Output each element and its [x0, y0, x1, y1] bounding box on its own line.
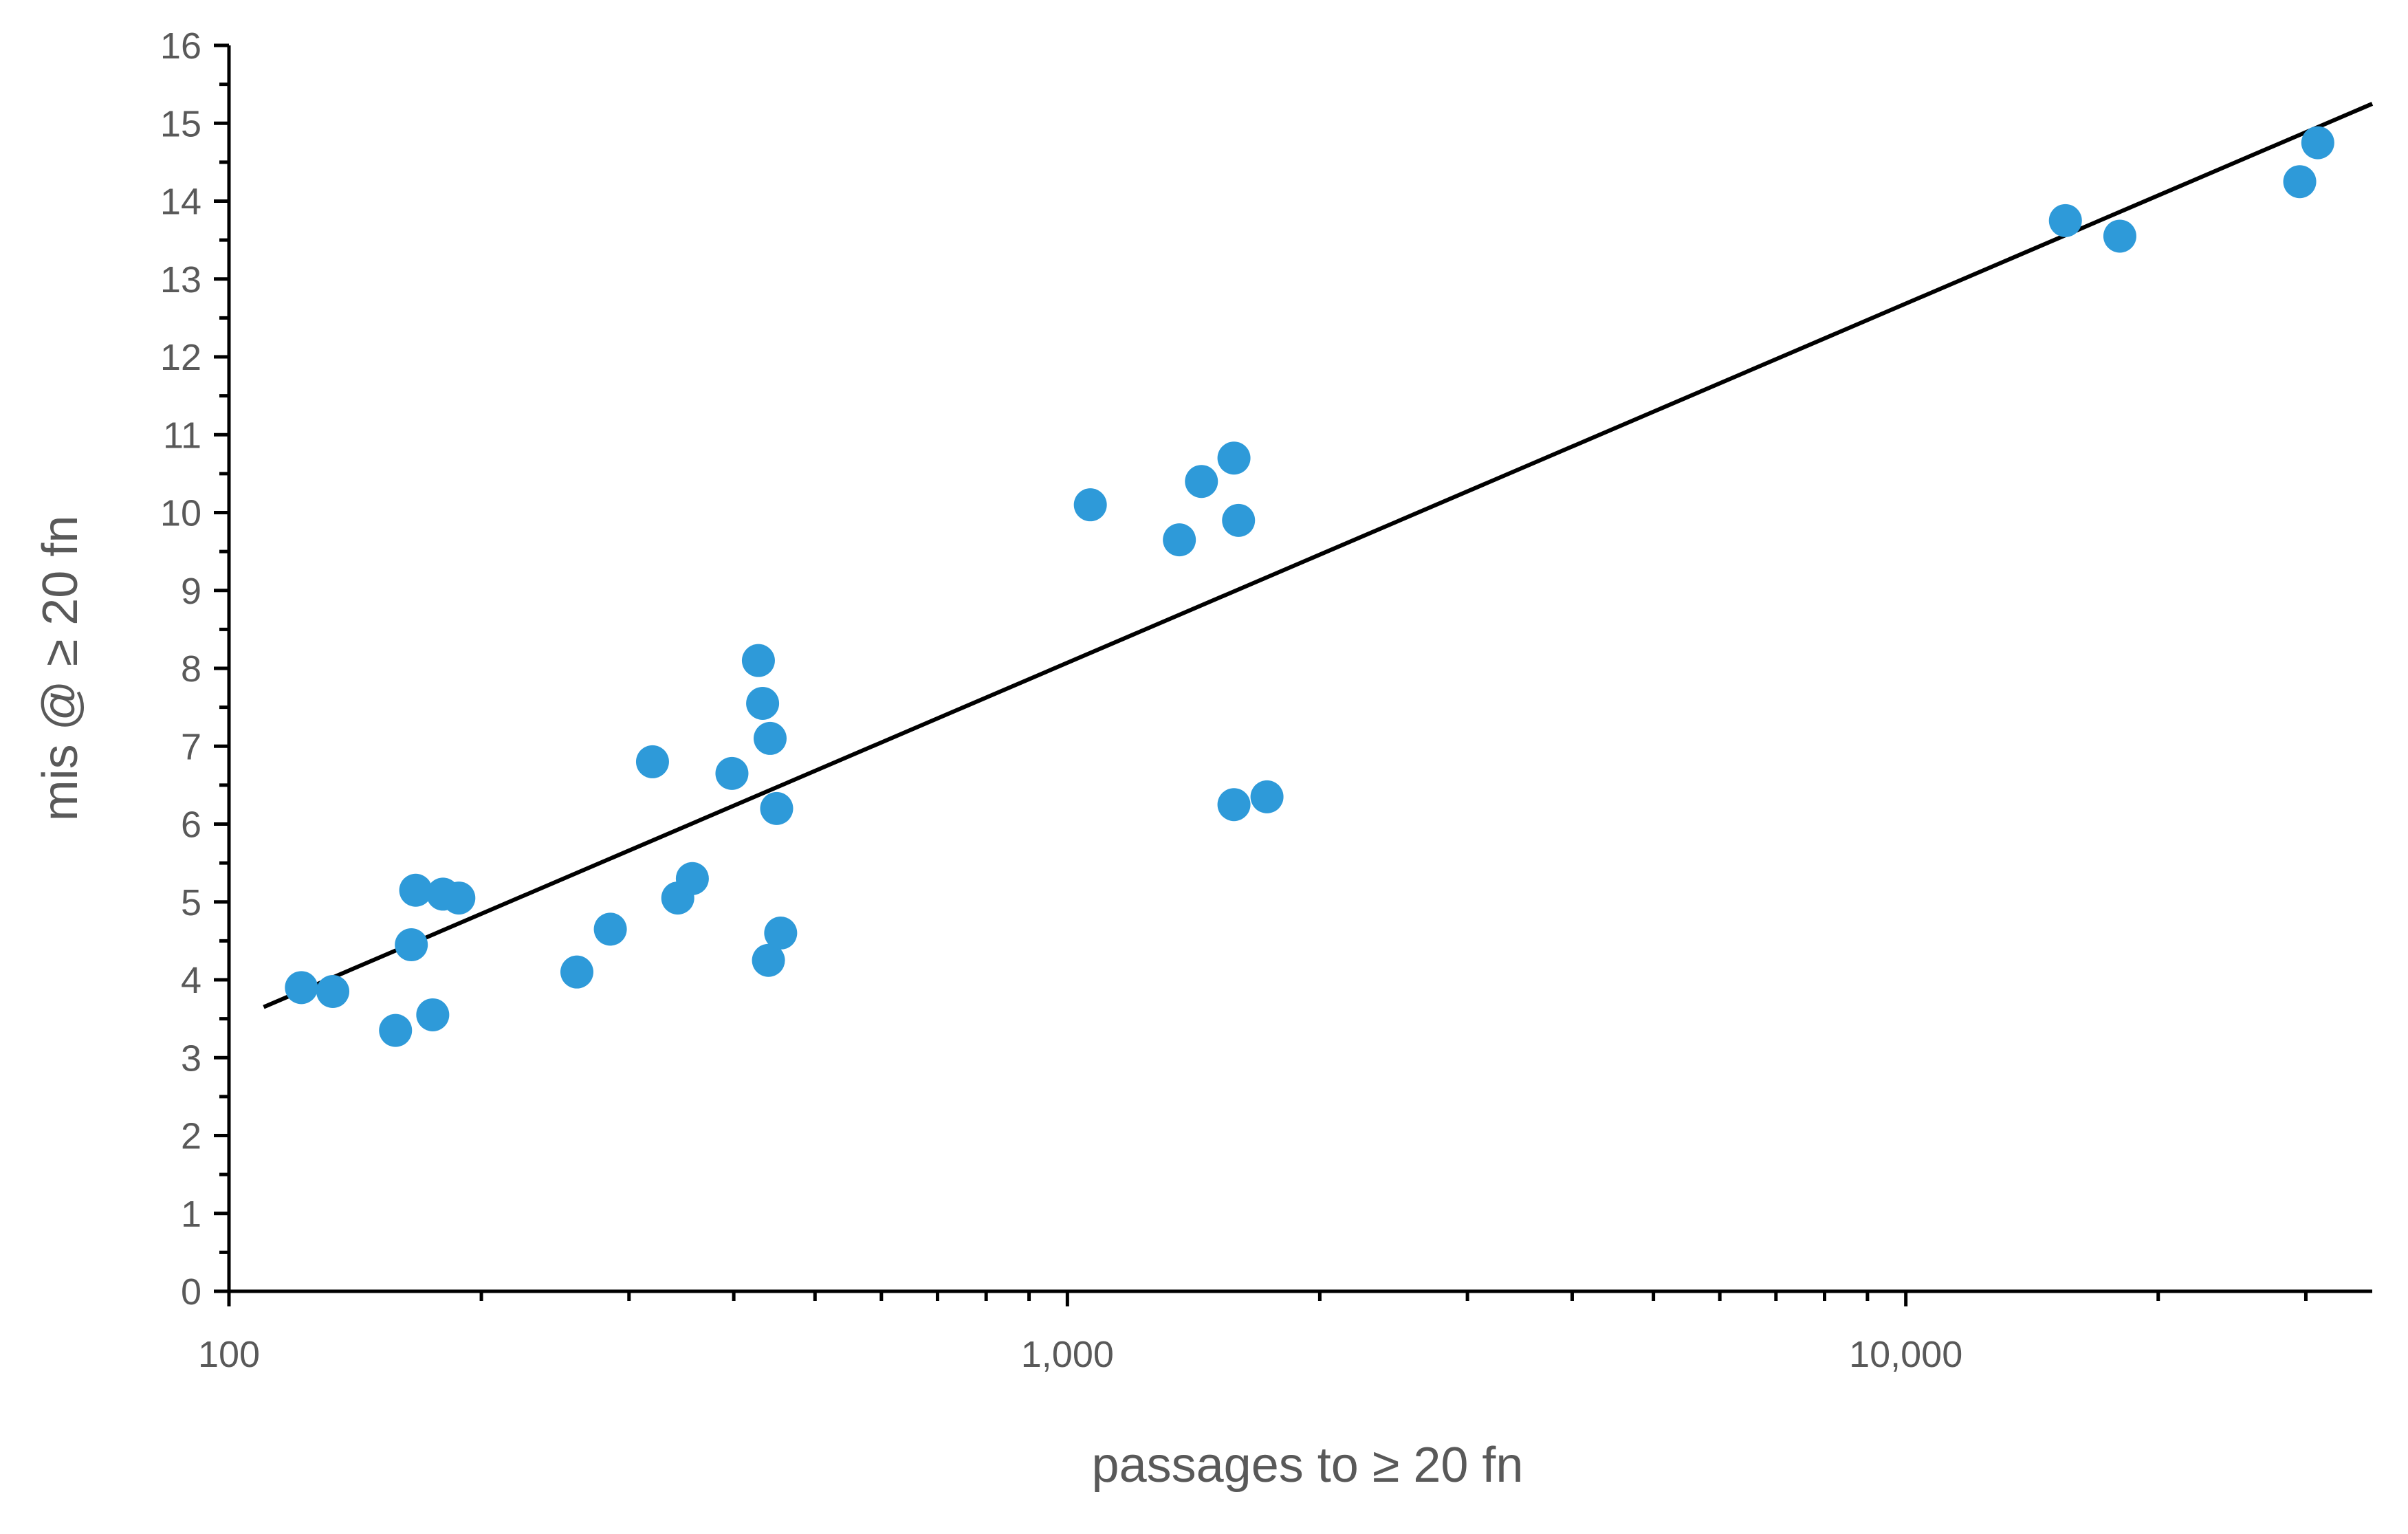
y-tick-label: 10	[160, 493, 201, 534]
data-point	[395, 928, 428, 962]
data-points	[285, 126, 2334, 1047]
data-point	[379, 1013, 413, 1047]
data-point	[635, 745, 669, 778]
data-point	[2283, 165, 2317, 199]
data-point	[416, 998, 450, 1031]
data-point	[1163, 523, 1196, 557]
data-point	[1217, 441, 1251, 475]
data-point	[2301, 126, 2334, 160]
x-tick-label: 100	[198, 1334, 260, 1375]
data-point	[285, 971, 318, 1005]
data-point	[1222, 503, 1256, 537]
y-tick-label: 15	[160, 103, 201, 144]
data-point	[1217, 788, 1251, 822]
y-tick-label: 1	[181, 1194, 201, 1235]
y-tick-label: 12	[160, 337, 201, 378]
y-tick-label: 4	[181, 960, 201, 1001]
data-point	[1250, 780, 1284, 813]
y-axis-title: mis @ ≥ 20 fn	[33, 516, 88, 822]
y-tick-label: 11	[163, 415, 201, 456]
y-axis-ticks	[214, 43, 229, 1293]
x-tick-label: 1,000	[1021, 1334, 1114, 1375]
data-point	[715, 756, 749, 790]
data-point	[752, 943, 785, 977]
y-tick-label: 9	[181, 571, 201, 612]
x-axis-ticks	[227, 1291, 2308, 1306]
data-point	[675, 862, 709, 895]
data-point	[746, 686, 780, 720]
y-tick-label: 5	[181, 882, 201, 923]
trendline	[263, 102, 2374, 1009]
data-point	[2048, 204, 2082, 237]
data-point	[1073, 488, 1107, 522]
data-point	[1185, 465, 1218, 498]
y-tick-label: 14	[160, 182, 201, 223]
data-point	[560, 955, 593, 989]
data-point	[316, 974, 350, 1008]
y-tick-label: 3	[181, 1038, 201, 1079]
y-tick-label: 2	[181, 1116, 201, 1157]
y-tick-label: 8	[181, 648, 201, 690]
data-point	[764, 917, 798, 950]
data-point	[2103, 219, 2136, 253]
data-point	[760, 791, 793, 825]
data-point	[442, 881, 476, 915]
y-tick-label: 7	[181, 726, 201, 767]
data-point	[741, 644, 775, 677]
y-tick-label: 16	[160, 25, 201, 67]
y-tick-label: 13	[160, 259, 201, 300]
data-point	[399, 873, 433, 907]
y-tick-label: 0	[181, 1271, 201, 1313]
x-axis-title: passages to ≥ 20 fn	[1092, 1438, 1524, 1493]
data-point	[753, 721, 787, 755]
x-tick-label: 10,000	[1849, 1334, 1962, 1375]
x-axis-tick-labels: 100 1,000 10,000	[198, 1334, 1962, 1375]
data-point	[593, 912, 627, 946]
y-tick-label: 6	[181, 804, 201, 846]
